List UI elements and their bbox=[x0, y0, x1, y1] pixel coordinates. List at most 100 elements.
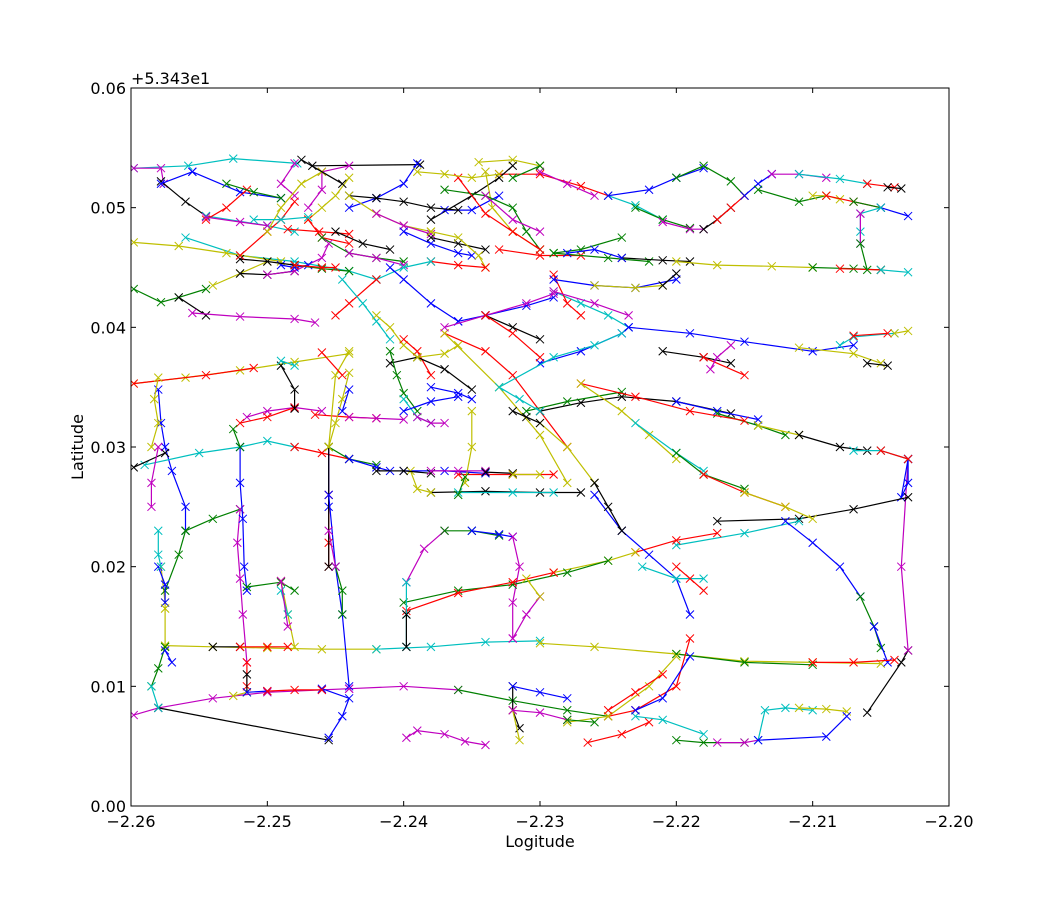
data-point-marker bbox=[794, 430, 804, 440]
series-236 bbox=[147, 442, 163, 512]
data-point-marker bbox=[324, 239, 334, 248]
data-point-marker bbox=[412, 726, 422, 735]
data-point-marker bbox=[699, 161, 708, 171]
data-point-marker bbox=[453, 340, 463, 350]
data-point-marker bbox=[344, 681, 354, 691]
data-point-marker bbox=[549, 568, 558, 578]
series-174 bbox=[399, 392, 463, 416]
data-point-marker bbox=[344, 266, 354, 276]
series-line bbox=[417, 171, 500, 179]
data-point-marker bbox=[344, 161, 354, 171]
data-point-marker bbox=[849, 446, 858, 455]
data-point-marker bbox=[303, 203, 313, 213]
series-206 bbox=[372, 466, 436, 478]
series-line bbox=[164, 650, 173, 663]
data-point-marker bbox=[426, 466, 436, 476]
data-point-marker bbox=[242, 658, 252, 667]
data-point-marker bbox=[453, 205, 463, 215]
data-point-marker bbox=[508, 532, 518, 542]
data-point-marker bbox=[153, 373, 163, 382]
data-point-marker bbox=[562, 299, 572, 308]
data-point-marker bbox=[508, 488, 518, 497]
data-point-marker bbox=[242, 412, 252, 422]
data-point-marker bbox=[232, 538, 242, 548]
data-point-marker bbox=[194, 448, 204, 458]
data-point-marker bbox=[167, 466, 177, 476]
data-point-marker bbox=[508, 173, 518, 183]
data-point-marker bbox=[262, 436, 272, 446]
data-point-marker bbox=[481, 486, 490, 496]
data-point-marker bbox=[671, 173, 681, 183]
series-34 bbox=[583, 717, 654, 747]
series-64 bbox=[453, 472, 470, 500]
data-point-marker bbox=[385, 245, 395, 254]
data-point-marker bbox=[726, 176, 736, 186]
series-200 bbox=[344, 412, 409, 424]
data-point-marker bbox=[562, 568, 572, 578]
series-196 bbox=[235, 403, 299, 428]
series-170 bbox=[412, 340, 463, 362]
data-point-marker bbox=[242, 687, 252, 697]
data-point-marker bbox=[426, 382, 436, 392]
data-point-marker bbox=[849, 658, 858, 667]
data-point-marker bbox=[549, 289, 558, 299]
data-point-marker bbox=[590, 717, 599, 727]
y-tick-label: 0.00 bbox=[90, 797, 126, 816]
ticks-layer: −2.26 −2.25 −2.24 −2.23 −2.22 −2.21 −2.20 0.00 0… bbox=[90, 79, 973, 831]
data-point-marker bbox=[276, 215, 286, 224]
series-231 bbox=[153, 526, 166, 572]
data-point-marker bbox=[399, 334, 409, 344]
series-245 bbox=[671, 562, 708, 595]
data-point-marker bbox=[201, 215, 211, 224]
data-point-marker bbox=[228, 154, 238, 163]
data-point-marker bbox=[222, 248, 231, 258]
series-171 bbox=[426, 382, 477, 404]
data-point-marker bbox=[631, 705, 640, 715]
data-point-marker bbox=[685, 652, 695, 661]
data-point-marker bbox=[344, 248, 354, 258]
data-point-marker bbox=[399, 179, 409, 189]
data-point-marker bbox=[249, 187, 259, 197]
series-11 bbox=[187, 308, 320, 327]
series-116 bbox=[876, 265, 913, 277]
data-point-marker bbox=[535, 227, 545, 236]
series-122 bbox=[631, 203, 695, 233]
data-point-marker bbox=[849, 504, 858, 514]
data-point-marker bbox=[835, 442, 845, 452]
data-point-marker bbox=[712, 215, 722, 224]
data-point-marker bbox=[324, 733, 334, 743]
data-point-marker bbox=[149, 394, 159, 404]
data-point-marker bbox=[453, 490, 463, 500]
data-point-marker bbox=[712, 516, 722, 526]
data-point-marker bbox=[160, 448, 170, 458]
data-point-marker bbox=[481, 467, 490, 477]
series-line bbox=[458, 689, 609, 717]
data-point-marker bbox=[344, 684, 354, 694]
data-point-marker bbox=[562, 478, 572, 488]
data-point-marker bbox=[712, 738, 722, 747]
data-point-marker bbox=[549, 352, 558, 362]
data-point-marker bbox=[781, 703, 790, 713]
data-point-marker bbox=[440, 418, 449, 428]
data-point-marker bbox=[331, 227, 340, 236]
data-point-marker bbox=[862, 179, 872, 189]
data-point-marker bbox=[412, 484, 422, 494]
series-line bbox=[246, 690, 268, 693]
data-point-marker bbox=[726, 358, 736, 368]
data-point-marker bbox=[631, 283, 640, 293]
data-point-marker bbox=[440, 729, 449, 739]
data-point-marker bbox=[153, 418, 163, 428]
series-line bbox=[458, 296, 554, 322]
data-point-marker bbox=[508, 470, 518, 479]
data-point-marker bbox=[508, 577, 518, 587]
data-point-marker bbox=[549, 275, 558, 284]
data-point-marker bbox=[453, 248, 463, 258]
data-point-marker bbox=[671, 649, 681, 659]
data-point-marker bbox=[856, 592, 865, 601]
data-point-marker bbox=[481, 167, 490, 177]
data-point-marker bbox=[658, 255, 668, 265]
data-point-marker bbox=[515, 735, 524, 745]
data-point-marker bbox=[290, 442, 299, 452]
data-point-marker bbox=[297, 155, 306, 165]
data-point-marker bbox=[262, 221, 272, 230]
